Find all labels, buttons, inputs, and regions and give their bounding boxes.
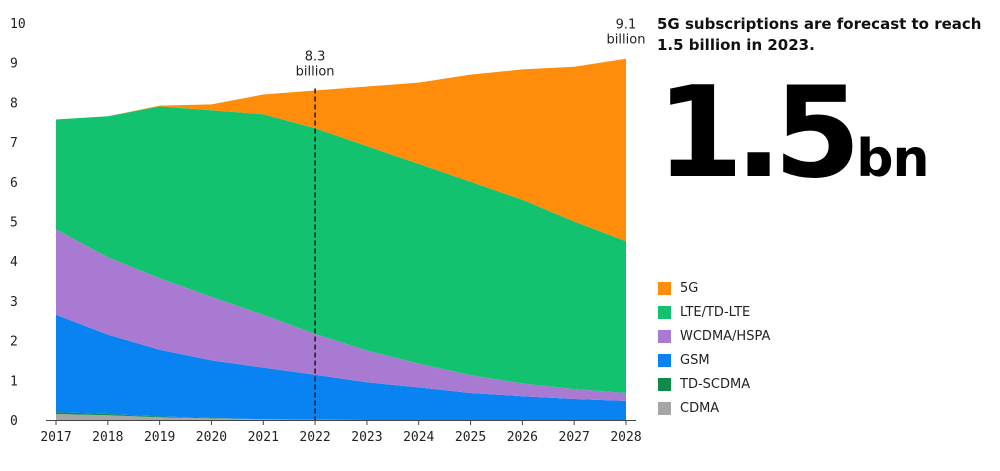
area-5g xyxy=(56,58,626,242)
legend-swatch-cdma xyxy=(658,401,671,415)
big-number-value: 1.5 xyxy=(656,59,861,206)
annotation-unit: billion xyxy=(607,33,646,48)
x-tick-label: 2026 xyxy=(507,430,538,445)
y-tick-label: 9 xyxy=(10,57,18,72)
y-tick-label: 4 xyxy=(10,255,18,270)
stacked-area-chart: 0 1 2 3 4 5 6 7 8 9 10 2017 2018 2019 2020 2021 2022 202… xyxy=(10,17,646,445)
legend-item-gsm: GSM xyxy=(658,352,858,368)
x-tick-label: 2027 xyxy=(559,430,590,445)
legend-label-gsm: GSM xyxy=(680,352,710,368)
legend-item-cdma: CDMA xyxy=(658,400,858,416)
y-tick-label: 5 xyxy=(10,216,18,231)
legend-item-wcdma: WCDMA/HSPA xyxy=(658,328,858,344)
area-td-scdma xyxy=(56,412,626,420)
legend-swatch-5g xyxy=(658,281,671,295)
y-tick-label: 10 xyxy=(10,17,26,32)
legend-label-wcdma: WCDMA/HSPA xyxy=(680,328,771,344)
area-gsm xyxy=(56,314,626,420)
x-tick-label: 2023 xyxy=(351,430,382,445)
headline: 5G subscriptions are forecast to reach 1… xyxy=(657,15,982,54)
x-tick-label: 2028 xyxy=(610,430,641,445)
legend-label-lte: LTE/TD-LTE xyxy=(680,304,751,320)
y-tick-label: 7 xyxy=(10,136,18,151)
y-tick-label: 3 xyxy=(10,295,18,310)
x-tick-label: 2017 xyxy=(40,430,71,445)
x-tick-label: 2020 xyxy=(196,430,227,445)
y-tick-label: 6 xyxy=(10,176,18,191)
area-series-group xyxy=(56,58,626,420)
y-tick-label: 2 xyxy=(10,335,18,350)
x-tick-label: 2024 xyxy=(403,430,434,445)
x-tick-label: 2019 xyxy=(144,430,175,445)
x-tick-label: 2018 xyxy=(92,430,123,445)
legend: 5G LTE/TD-LTE WCDMA/HSPA GSM TD-SCDMA CD… xyxy=(658,280,858,424)
legend-swatch-gsm xyxy=(658,353,671,367)
legend-swatch-td-scdma xyxy=(658,377,671,391)
y-axis-tick-labels: 0 1 2 3 4 5 6 7 8 9 10 xyxy=(10,17,26,429)
x-tick-label: 2021 xyxy=(248,430,279,445)
big-number-unit: bn xyxy=(856,129,929,189)
legend-label-cdma: CDMA xyxy=(680,400,720,416)
big-number: 1.5bn xyxy=(656,58,986,208)
legend-item-5g: 5G xyxy=(658,280,858,296)
annotation-value: 9.1 xyxy=(616,18,637,33)
legend-label-td-scdma: TD-SCDMA xyxy=(680,376,751,392)
area-lte-td-lte xyxy=(56,106,626,394)
legend-label-5g: 5G xyxy=(680,280,699,296)
y-tick-label: 8 xyxy=(10,96,18,111)
y-tick-label: 1 xyxy=(10,374,18,389)
area-wcdma-hspa xyxy=(56,229,626,401)
annotation-unit: billion xyxy=(296,64,335,79)
legend-item-td-scdma: TD-SCDMA xyxy=(658,376,858,392)
legend-swatch-lte xyxy=(658,305,671,319)
annotation-value: 8.3 xyxy=(305,49,326,64)
legend-swatch-wcdma xyxy=(658,329,671,343)
x-tick-label: 2022 xyxy=(299,430,330,445)
x-tick-label: 2025 xyxy=(455,430,486,445)
y-tick-label: 0 xyxy=(10,414,18,429)
area-cdma xyxy=(56,414,626,420)
x-axis-tick-labels: 2017 2018 2019 2020 2021 2022 2023 2024 2025 2026… xyxy=(40,420,642,445)
legend-item-lte: LTE/TD-LTE xyxy=(658,304,858,320)
